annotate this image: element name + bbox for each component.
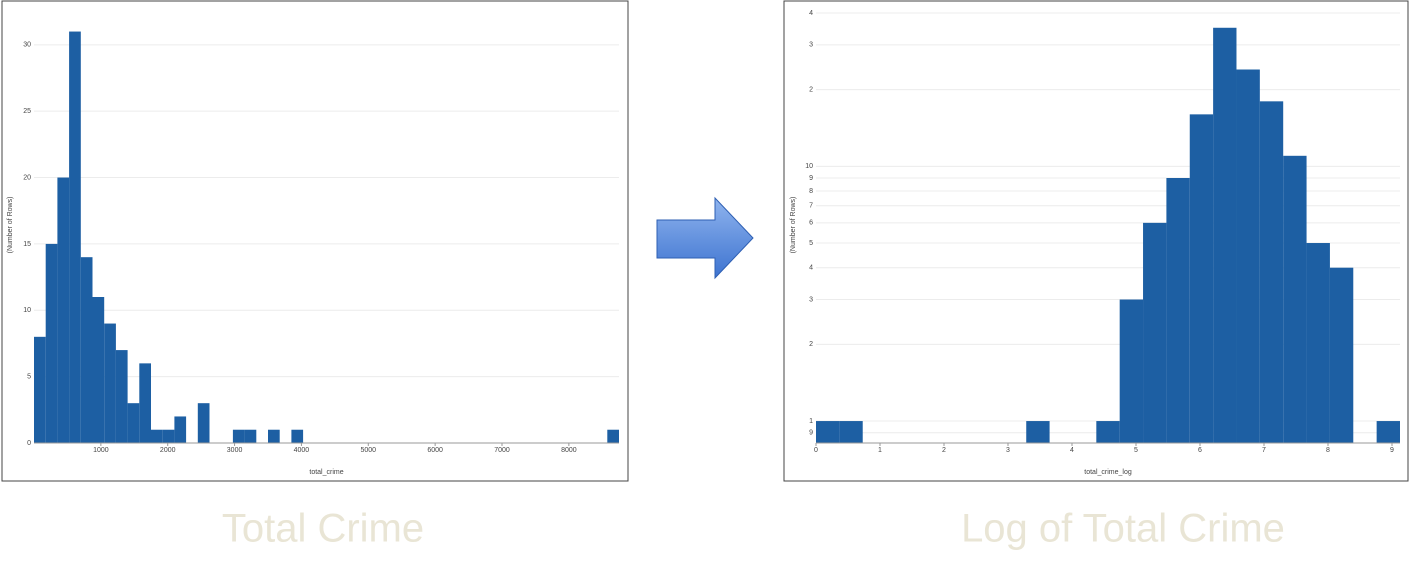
x-tick-label: 4 (1070, 447, 1074, 454)
bar (115, 350, 128, 443)
y-tick-label: 10 (805, 163, 813, 170)
bar (197, 403, 210, 443)
x-axis-label: total_crime (309, 469, 343, 476)
x-tick-label: 1 (878, 447, 882, 454)
bar (1213, 27, 1237, 444)
bar (1143, 222, 1167, 443)
x-tick-label: 6 (1198, 447, 1202, 454)
y-tick-label: 2 (809, 87, 813, 94)
bar (816, 421, 840, 443)
x-tick-label: 8 (1326, 447, 1330, 454)
bar (1283, 155, 1307, 443)
x-tick-label: 3 (1006, 447, 1010, 454)
x-tick-label: 6000 (427, 447, 443, 454)
y-tick-label: 5 (809, 240, 813, 247)
bar (607, 429, 619, 443)
y-tick-label: 3 (809, 42, 813, 49)
y-axis-label: (Number of Rows) (790, 197, 797, 254)
y-tick-label: 8 (809, 188, 813, 195)
y-tick-label: 3 (809, 296, 813, 303)
bar (268, 429, 280, 443)
bar (1096, 421, 1120, 443)
y-tick-label: 30 (23, 42, 31, 49)
bar (80, 257, 93, 443)
x-tick-label: 1000 (93, 447, 109, 454)
x-tick-label: 2000 (160, 447, 176, 454)
bar (1119, 299, 1144, 443)
bar (127, 403, 140, 443)
x-tick-label: 7 (1262, 447, 1266, 454)
x-tick-label: 0 (814, 447, 818, 454)
y-tick-label: 20 (23, 174, 31, 181)
x-tick-label: 4000 (294, 447, 310, 454)
x-tick-label: 5000 (360, 447, 376, 454)
x-tick-label: 9 (1390, 447, 1394, 454)
bar (1259, 101, 1284, 443)
bar (139, 363, 151, 443)
bar (34, 336, 46, 443)
bar (232, 429, 245, 443)
y-tick-label: 7 (809, 203, 813, 210)
x-tick-label: 8000 (561, 447, 577, 454)
bar (1376, 421, 1400, 443)
bar (162, 429, 175, 443)
y-tick-label: 25 (23, 108, 31, 115)
y-tick-label: 5 (27, 373, 31, 380)
y-tick-label: 6 (809, 220, 813, 227)
y-tick-label: 15 (23, 241, 31, 248)
bar (45, 243, 58, 443)
x-tick-label: 3000 (227, 447, 243, 454)
bar (1306, 243, 1330, 443)
y-tick-label: 0 (27, 440, 31, 447)
y-tick-label: 4 (809, 265, 813, 272)
bar (1166, 178, 1190, 443)
bar (1329, 267, 1354, 443)
x-axis-label: total_crime_log (1084, 469, 1132, 476)
bar (244, 429, 257, 443)
y-tick-label: 2 (809, 341, 813, 348)
arrow (656, 196, 754, 280)
y-tick-label: 9 (809, 175, 813, 182)
x-tick-label: 7000 (494, 447, 510, 454)
bar (151, 429, 163, 443)
y-axis-label: (Number of Rows) (7, 197, 14, 254)
y-tick-label: 10 (23, 307, 31, 314)
x-tick-label: 2 (942, 447, 946, 454)
bar (92, 297, 105, 443)
y-tick-label: 9 (809, 430, 813, 437)
x-tick-label: 5 (1134, 447, 1138, 454)
y-tick-label: 4 (809, 10, 813, 17)
bar (174, 416, 187, 443)
bar (57, 177, 70, 443)
bar (839, 421, 863, 443)
bar (69, 31, 81, 444)
caption: Total Crime (222, 507, 424, 551)
bar (291, 429, 304, 443)
y-tick-label: 1 (809, 418, 813, 425)
bar (1189, 114, 1214, 443)
caption: Log of Total Crime (961, 507, 1285, 551)
bar (1026, 421, 1050, 443)
bar (1236, 69, 1260, 444)
bar (104, 323, 116, 443)
